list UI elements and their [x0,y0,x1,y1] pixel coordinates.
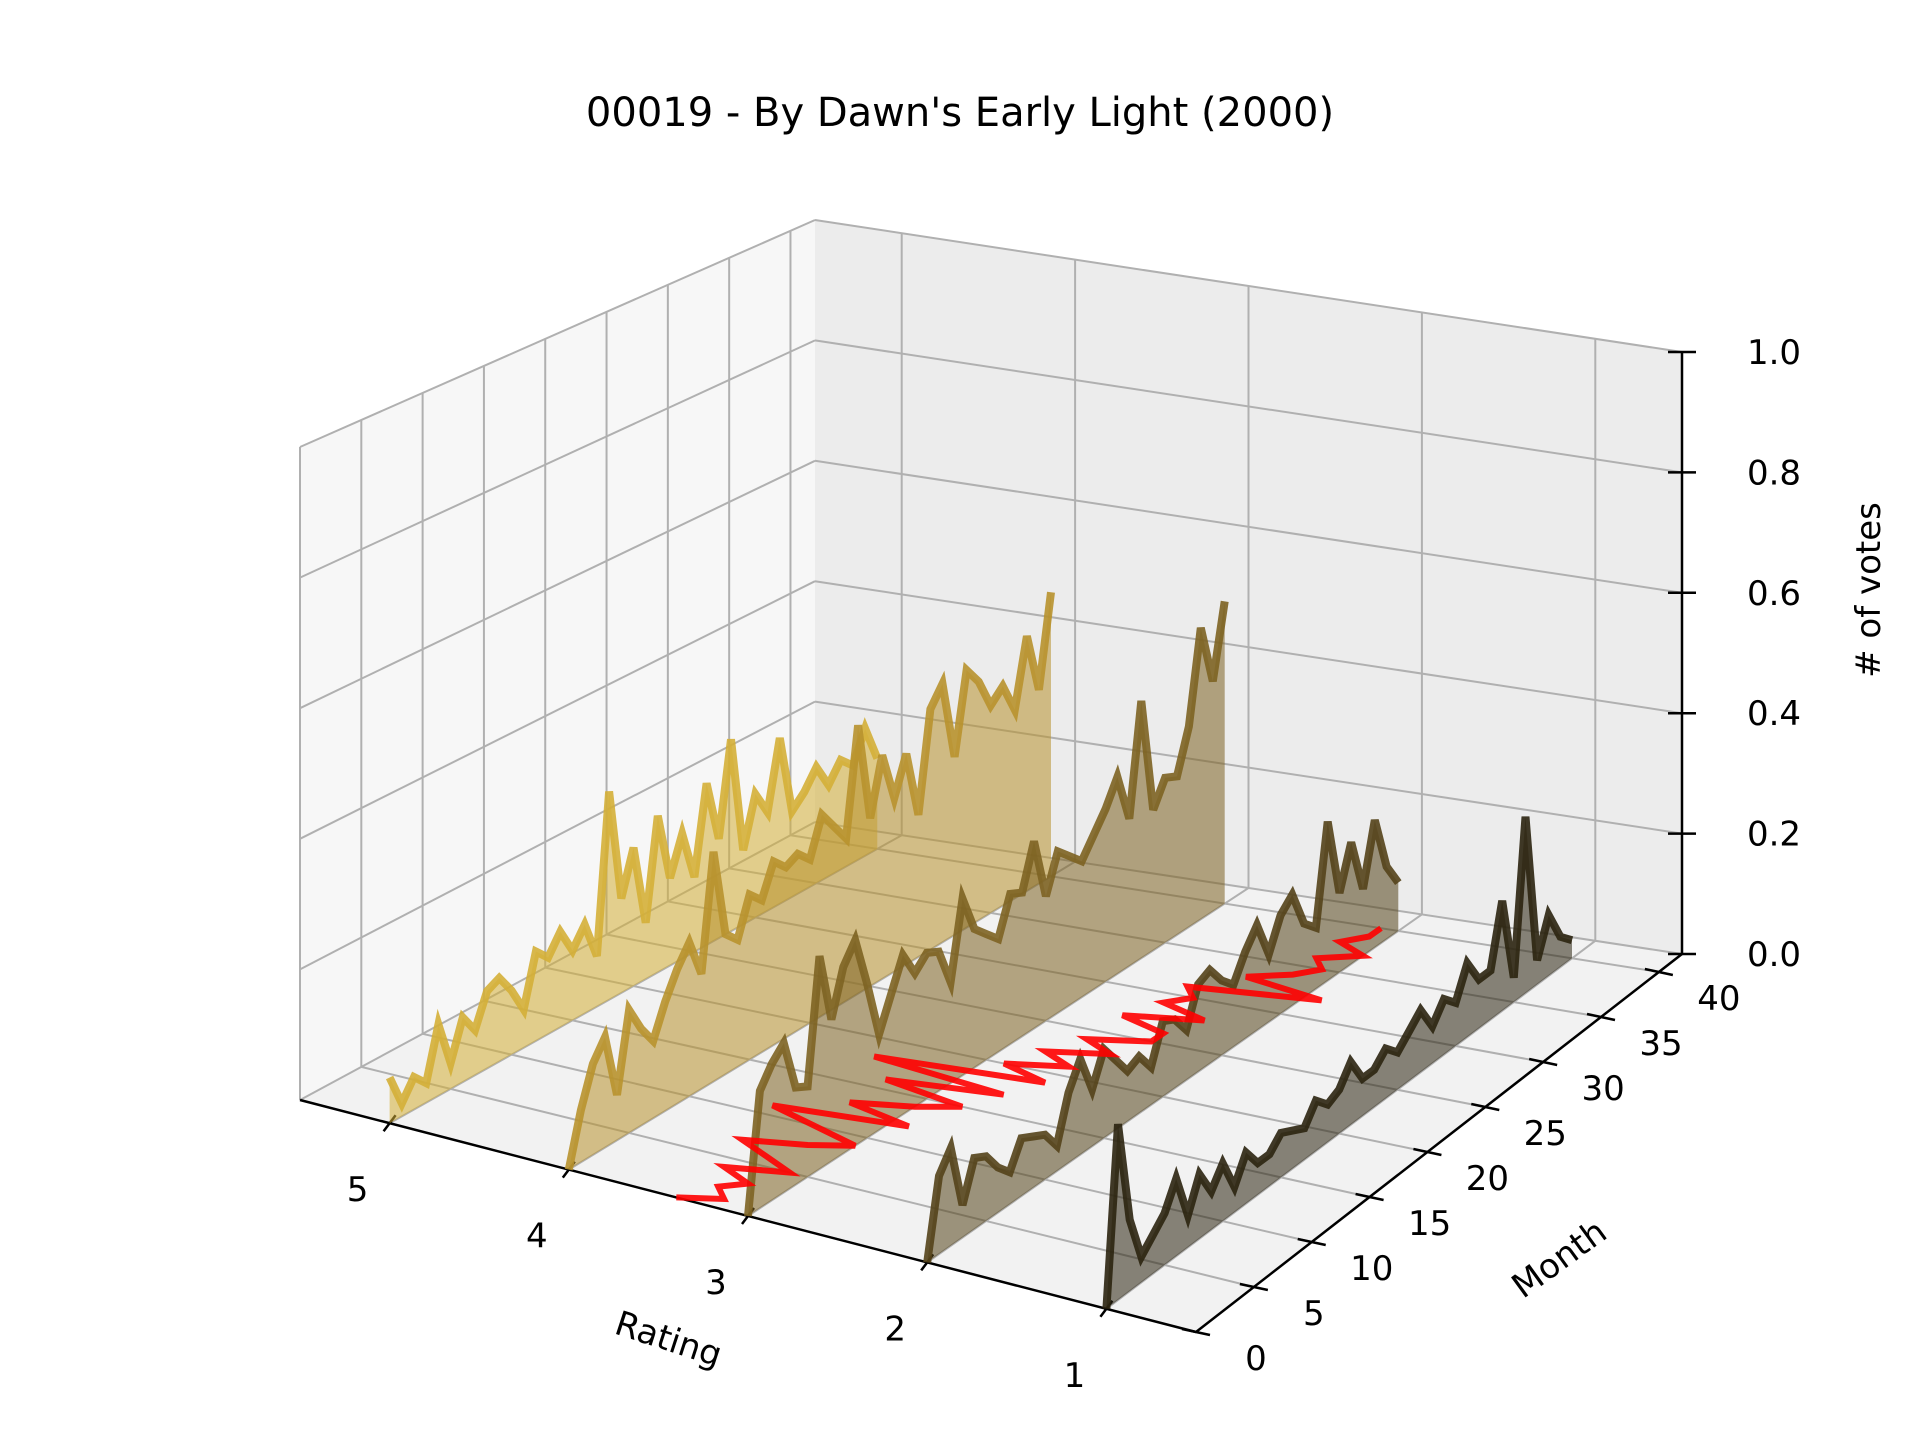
y-tick-mark [1413,1147,1442,1157]
y-tick-label: 25 [1524,1114,1567,1154]
y-tick-label: 30 [1582,1069,1625,1109]
grid-line-z [814,459,1683,594]
z-tick-label: 0.8 [1747,453,1801,493]
y-tick-label: 0 [1245,1339,1267,1379]
z-tick-label: 1.0 [1747,333,1801,373]
y-tick-mark [1297,1237,1326,1247]
y-tick-mark [1528,1057,1558,1067]
y-tick-label: 40 [1697,979,1740,1019]
chart-title: 00019 - By Dawn's Early Light (2000) [586,90,1334,136]
z-tick-label: 0.4 [1747,694,1801,734]
y-tick-label: 10 [1350,1249,1393,1289]
x-tick-label: 2 [884,1309,906,1349]
series-line-rating-3 [744,600,1229,1217]
z-tick-label: 0.2 [1747,815,1801,855]
series-line-rating-4 [564,591,1055,1171]
y-tick-label: 20 [1466,1159,1509,1199]
series-line-rating-1 [1102,816,1574,1310]
x-tick-label: 1 [1064,1356,1086,1396]
y-tick-mark [1239,1282,1269,1292]
series-line-rating-2 [923,819,1402,1263]
series-fill-rating-1 [1106,816,1572,1309]
y-tick-mark [1644,967,1674,977]
y-axis-label: Month [1505,1212,1615,1307]
grid-line-z [814,580,1683,715]
highlight-trace [676,925,1383,1203]
grid-line-z [814,339,1683,474]
x-tick-label: 3 [705,1263,727,1303]
x-axis-label: Rating [610,1304,727,1376]
data-series [385,591,1574,1310]
grid-line-z [299,219,816,448]
series-fill-rating-2 [927,820,1399,1263]
y-tick-mark [1181,1327,1211,1337]
grid-line-z [299,580,816,840]
series-fill-rating-3 [748,601,1225,1216]
x-tick-label: 5 [347,1170,369,1210]
grid-line-z [299,459,816,710]
z-axis-label: # of votes [1849,502,1889,678]
grid-line-z [299,339,816,579]
z-tick-label: 0.6 [1747,574,1801,614]
y-tick-label: 35 [1639,1024,1682,1064]
y-tick-label: 5 [1303,1294,1325,1334]
y-tick-mark [1586,1012,1616,1022]
series-line-rating-5 [385,717,881,1113]
z-tick-label: 0.0 [1747,935,1801,975]
x-tick-label: 4 [526,1217,548,1257]
y-tick-mark [1471,1102,1500,1112]
y-tick-label: 15 [1408,1204,1451,1244]
y-tick-mark [1355,1192,1384,1202]
series-fill-rating-5 [389,728,878,1124]
grid-line-z [814,219,1683,353]
